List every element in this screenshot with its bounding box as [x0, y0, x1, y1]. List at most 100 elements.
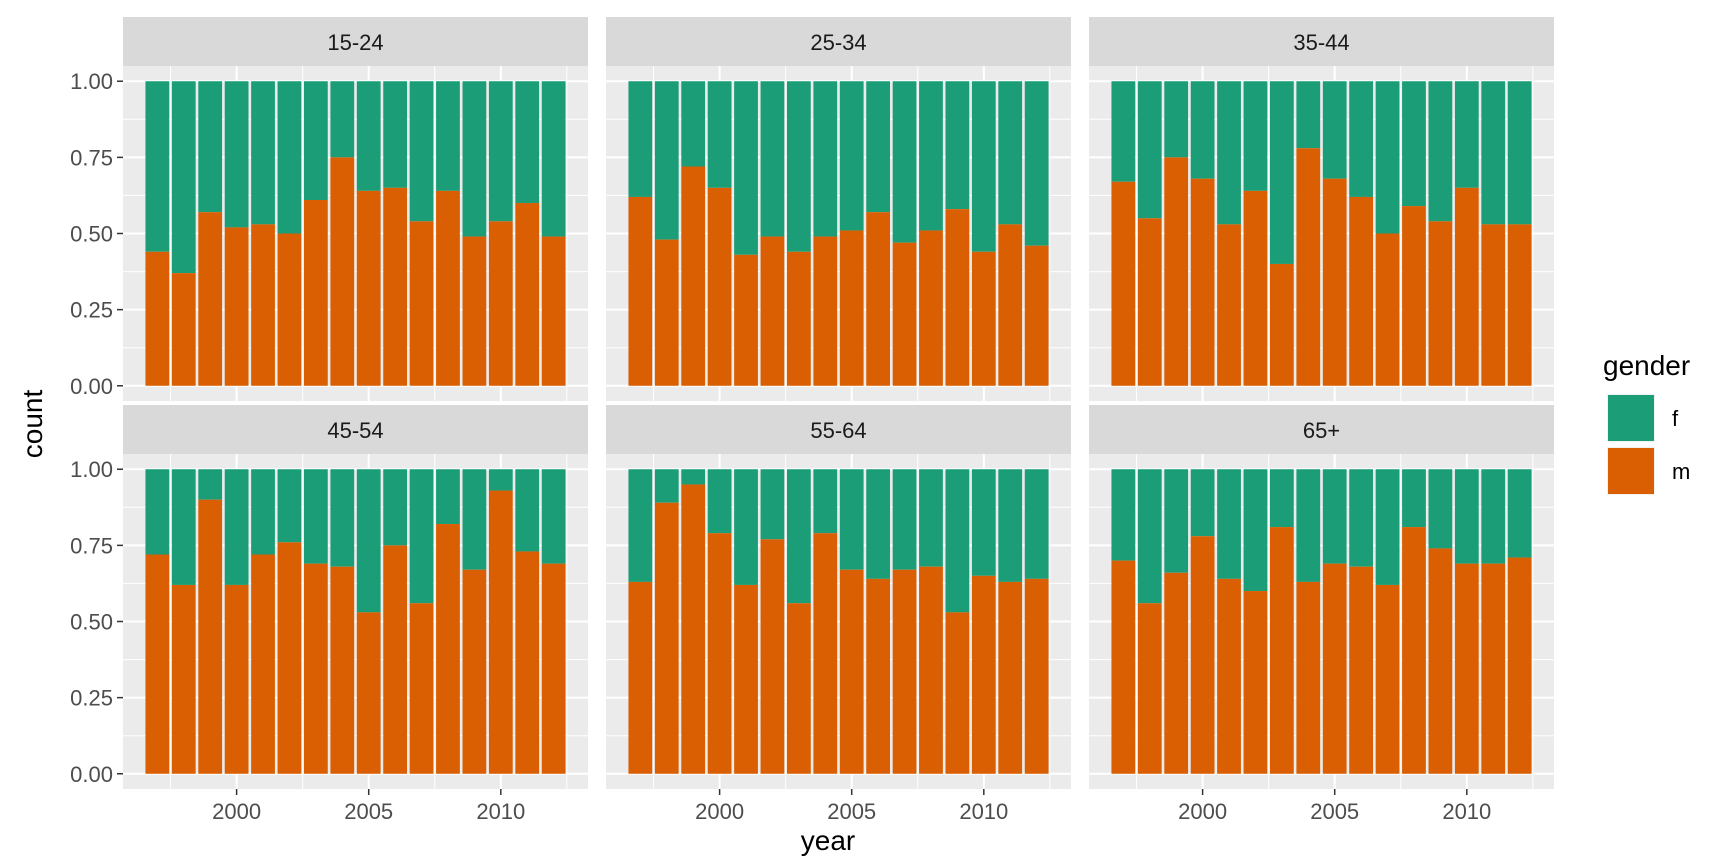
- bar-segment-f: [1454, 81, 1479, 188]
- bar-segment-m: [681, 166, 706, 386]
- bar-segment-f: [436, 469, 460, 525]
- bar-segment-f: [892, 81, 917, 243]
- bar-segment-f: [945, 469, 970, 613]
- bar-segment-f: [1111, 81, 1136, 182]
- bar-segment-f: [734, 81, 758, 255]
- bar-segment-f: [436, 81, 460, 191]
- bar-segment-f: [1190, 469, 1215, 537]
- bar-segment-m: [786, 603, 811, 774]
- bar-segment-m: [303, 200, 328, 386]
- bar-segment-m: [145, 251, 170, 386]
- bar-segment-f: [541, 81, 566, 237]
- bar-segment-f: [1296, 81, 1321, 149]
- y-tick-label: 0.00: [70, 762, 113, 787]
- bar-segment-f: [760, 469, 785, 540]
- bar-segment-m: [251, 554, 275, 774]
- bar-segment-m: [919, 230, 943, 386]
- bar-segment-f: [251, 469, 275, 555]
- bar-segment-m: [1402, 527, 1426, 774]
- bar-segment-m: [998, 581, 1023, 774]
- facet-panel: 45-54: [123, 405, 588, 789]
- bar-segment-f: [1375, 81, 1400, 234]
- bar-segment-f: [356, 81, 381, 191]
- bar-segment-f: [330, 469, 355, 567]
- bar-segment-m: [919, 566, 943, 774]
- bar-segment-m: [171, 584, 196, 774]
- bar-segment-f: [171, 469, 196, 585]
- bar-segment-m: [1507, 224, 1532, 386]
- bar-segment-m: [409, 603, 434, 774]
- bar-segment-f: [681, 81, 706, 167]
- bar-segment-f: [760, 81, 785, 237]
- bar-segment-m: [1428, 221, 1453, 386]
- bar-segment-f: [628, 81, 653, 197]
- y-tick-label: 0.75: [70, 533, 113, 558]
- y-axes: 0.00 0.25 0.50 0.75 1.00 0.00 0.25 0.50 0.75 1.00: [70, 69, 123, 787]
- bar-segment-f: [1454, 469, 1479, 564]
- legend-key-m: [1608, 448, 1654, 494]
- bar-segment-f: [171, 81, 196, 274]
- bar-segment-m: [436, 190, 460, 386]
- bar-segment-f: [1269, 81, 1294, 264]
- bar-segment-m: [541, 236, 566, 386]
- bar-segment-f: [488, 469, 513, 491]
- bar-segment-f: [1243, 469, 1268, 592]
- bar-segment-m: [786, 251, 811, 386]
- bar-segment-m: [383, 545, 408, 774]
- facet-panels: 15-24 25-34 35-44 45-54 55-64 65+: [123, 17, 1554, 789]
- bar-segment-f: [919, 469, 943, 567]
- bar-segment-f: [1137, 81, 1162, 219]
- bar-segment-m: [866, 212, 891, 386]
- bar-segment-m: [409, 221, 434, 386]
- bar-segment-m: [462, 236, 487, 386]
- bar-segment-f: [971, 81, 996, 252]
- x-tick-label: 2000: [212, 799, 261, 824]
- bar-segment-m: [1322, 563, 1347, 774]
- bar-segment-f: [1137, 469, 1162, 604]
- bar-segment-m: [734, 254, 758, 386]
- bar-segment-f: [409, 81, 434, 222]
- bar-segment-m: [628, 196, 653, 386]
- bar-segment-m: [488, 490, 513, 774]
- facet-panel: 15-24: [123, 17, 588, 401]
- bar-segment-m: [330, 157, 355, 386]
- bar-segment-f: [813, 469, 838, 534]
- bar-segment-f: [1024, 469, 1049, 579]
- bar-segment-m: [707, 187, 732, 386]
- bar-segment-m: [892, 569, 917, 774]
- bar-segment-m: [1024, 245, 1049, 386]
- bar-segment-m: [1375, 584, 1400, 774]
- bar-segment-m: [998, 224, 1023, 386]
- bar-segment-m: [1454, 563, 1479, 774]
- bar-segment-f: [707, 81, 732, 188]
- bar-segment-f: [251, 81, 275, 225]
- bar-segment-m: [515, 551, 540, 774]
- bar-segment-m: [1428, 548, 1453, 774]
- bar-segment-f: [1322, 81, 1347, 179]
- bar-segment-f: [707, 469, 732, 534]
- bar-segment-m: [224, 227, 249, 386]
- facet-strip-label: 25-34: [810, 30, 866, 55]
- bar-segment-m: [813, 236, 838, 386]
- y-tick-label: 1.00: [70, 69, 113, 94]
- bar-segment-m: [945, 209, 970, 386]
- facet-strip-label: 15-24: [327, 30, 383, 55]
- bar-segment-f: [1349, 81, 1374, 197]
- y-tick-label: 0.00: [70, 374, 113, 399]
- bar-segment-m: [277, 542, 302, 774]
- bar-segment-m: [224, 584, 249, 774]
- bar-segment-f: [1507, 81, 1532, 225]
- x-tick-label: 2010: [476, 799, 525, 824]
- bar-segment-m: [1269, 263, 1294, 386]
- bar-segment-m: [171, 273, 196, 386]
- bar-segment-m: [866, 578, 891, 774]
- facet-strip-label: 65+: [1303, 418, 1340, 443]
- bar-segment-m: [1296, 581, 1321, 774]
- bar-segment-m: [1402, 206, 1426, 386]
- bar-segment-m: [945, 612, 970, 774]
- bar-segment-m: [839, 230, 864, 386]
- bar-segment-f: [1507, 469, 1532, 558]
- bar-segment-f: [892, 469, 917, 570]
- facet-strip: [606, 17, 1071, 66]
